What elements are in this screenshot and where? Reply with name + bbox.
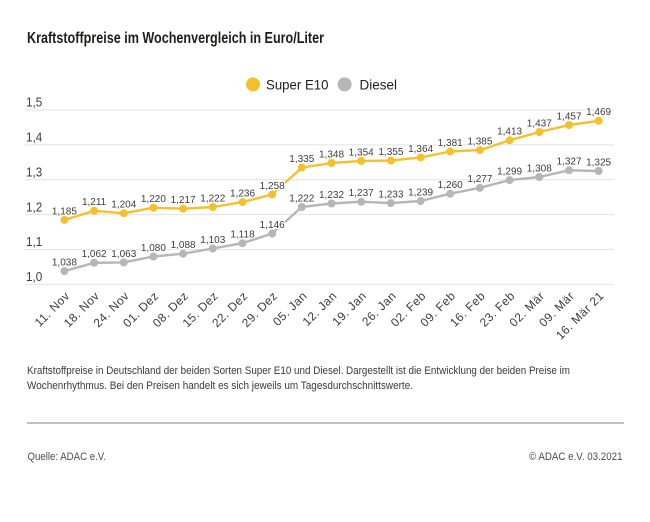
svg-text:1,413: 1,413 [497,127,522,138]
svg-text:Kraftstoffpreise in Deutschlan: Kraftstoffpreise in Deutschland der beid… [27,365,570,377]
svg-text:Kraftstoffpreise im Wochenverg: Kraftstoffpreise im Wochenvergleich in E… [27,30,324,47]
svg-text:1,146: 1,146 [260,220,285,231]
svg-text:1,385: 1,385 [467,137,492,148]
svg-text:1,062: 1,062 [82,249,107,260]
svg-text:1,327: 1,327 [556,157,581,168]
svg-text:1,469: 1,469 [586,107,611,118]
svg-text:1,233: 1,233 [378,190,403,201]
svg-text:1,220: 1,220 [141,194,166,205]
svg-text:1,222: 1,222 [200,193,225,204]
svg-text:1,236: 1,236 [230,189,255,200]
svg-text:1,038: 1,038 [52,258,77,269]
svg-text:1,258: 1,258 [260,181,285,192]
svg-text:1,211: 1,211 [82,197,107,208]
svg-text:1,364: 1,364 [408,144,433,155]
svg-text:© ADAC e.V. 03.2021: © ADAC e.V. 03.2021 [529,451,623,463]
svg-text:1,355: 1,355 [378,147,403,158]
svg-text:1,325: 1,325 [586,157,611,168]
svg-text:Diesel: Diesel [360,76,398,92]
svg-text:1,0: 1,0 [26,269,42,284]
svg-text:1,299: 1,299 [497,167,522,178]
svg-text:1,1: 1,1 [26,234,42,249]
svg-text:1,063: 1,063 [111,249,136,260]
svg-text:1,080: 1,080 [141,243,166,254]
svg-text:1,103: 1,103 [200,235,225,246]
svg-text:1,354: 1,354 [349,147,374,158]
svg-text:1,204: 1,204 [111,200,136,211]
svg-text:1,335: 1,335 [289,154,314,165]
svg-text:1,217: 1,217 [171,195,196,206]
svg-text:1,260: 1,260 [438,180,463,191]
svg-text:1,5: 1,5 [26,95,42,110]
svg-text:1,4: 1,4 [26,130,42,145]
svg-text:1,232: 1,232 [319,190,344,201]
svg-text:1,348: 1,348 [319,149,344,160]
svg-text:1,381: 1,381 [438,138,463,149]
svg-text:1,3: 1,3 [26,165,42,180]
svg-text:1,2: 1,2 [26,199,42,214]
svg-text:Quelle: ADAC e.V.: Quelle: ADAC e.V. [28,451,107,463]
svg-text:1,222: 1,222 [289,193,314,204]
svg-text:1,118: 1,118 [230,230,255,241]
svg-text:1,277: 1,277 [467,174,492,185]
svg-text:Wochenrhythmus. Bei den Preise: Wochenrhythmus. Bei den Preisen handelt … [27,380,413,392]
svg-text:Super E10: Super E10 [266,76,329,92]
svg-text:1,308: 1,308 [527,163,552,174]
svg-text:1,457: 1,457 [556,111,581,122]
svg-text:1,437: 1,437 [527,118,552,129]
svg-text:1,237: 1,237 [349,188,374,199]
svg-text:1,088: 1,088 [171,240,196,251]
svg-text:1,239: 1,239 [408,187,433,198]
svg-text:1,185: 1,185 [52,206,77,217]
